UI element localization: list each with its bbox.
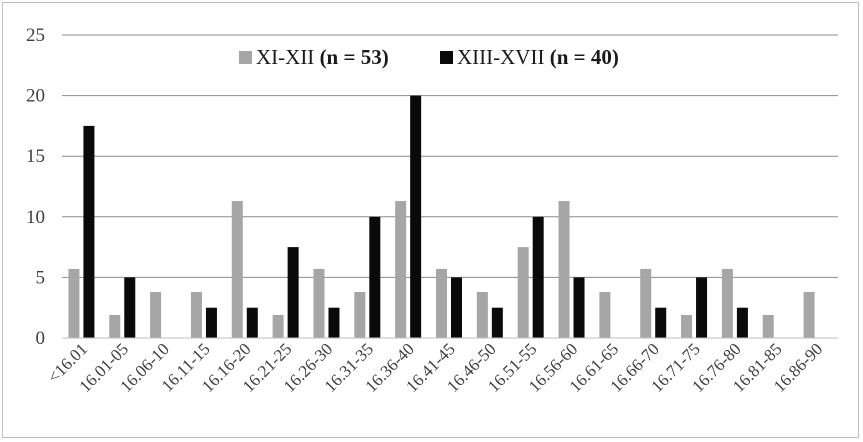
bar-series-1	[803, 291, 815, 338]
bar-series-2	[491, 307, 503, 338]
bar-series-2	[696, 277, 708, 338]
bar-series-1	[190, 291, 202, 338]
legend-label: XIII-XVII (n = 40)	[457, 45, 619, 69]
bar-series-2	[205, 307, 217, 338]
bars	[68, 95, 815, 339]
bar-series-1	[354, 291, 366, 338]
bar-series-1	[68, 268, 80, 338]
bar-series-2	[83, 125, 95, 339]
bar-series-2	[328, 307, 340, 338]
bar-series-1	[681, 314, 693, 338]
bar-series-1	[599, 291, 611, 338]
y-tick-label: 15	[26, 146, 45, 167]
legend-swatch	[239, 51, 252, 64]
bar-series-1	[395, 201, 407, 338]
bar-series-1	[640, 268, 652, 338]
gridlines	[62, 34, 838, 278]
bar-series-2	[246, 307, 258, 338]
y-tick-label: 0	[36, 328, 46, 349]
x-axis-tick-labels: <16.0116.01-0516.06-1016.11-1516.16-2016…	[44, 339, 826, 396]
bar-series-1	[558, 201, 570, 338]
bar-series-2	[451, 277, 462, 338]
bar-series-1	[150, 291, 162, 338]
bar-series-2	[532, 216, 544, 338]
bar-series-1	[109, 314, 121, 338]
chart-frame	[2, 2, 859, 438]
bar-series-2	[573, 277, 585, 338]
y-tick-label: 20	[26, 86, 45, 107]
bar-series-1	[231, 201, 243, 338]
bar-series-1	[436, 268, 447, 338]
bar-series-1	[476, 291, 488, 338]
legend: XI-XII (n = 53) XIII-XVII (n = 40)	[239, 45, 619, 69]
bar-series-1	[272, 314, 284, 338]
bar-series-2	[655, 307, 667, 338]
y-tick-label: 25	[26, 25, 45, 46]
bar-series-1	[517, 247, 529, 338]
y-axis-tick-labels: 0 5 10 15 20 25	[26, 25, 45, 349]
bar-series-2	[410, 95, 422, 338]
bar-series-2	[736, 307, 748, 338]
bar-series-1	[721, 268, 733, 338]
bar-series-2	[124, 277, 136, 338]
bar-series-1	[313, 268, 325, 338]
bar-series-1	[762, 314, 774, 338]
y-tick-label: 5	[36, 267, 46, 288]
legend-swatch	[440, 51, 453, 64]
y-tick-label: 10	[26, 207, 45, 228]
bar-series-2	[287, 247, 299, 338]
bar-series-2	[369, 216, 381, 338]
legend-label: XI-XII (n = 53)	[256, 45, 389, 69]
